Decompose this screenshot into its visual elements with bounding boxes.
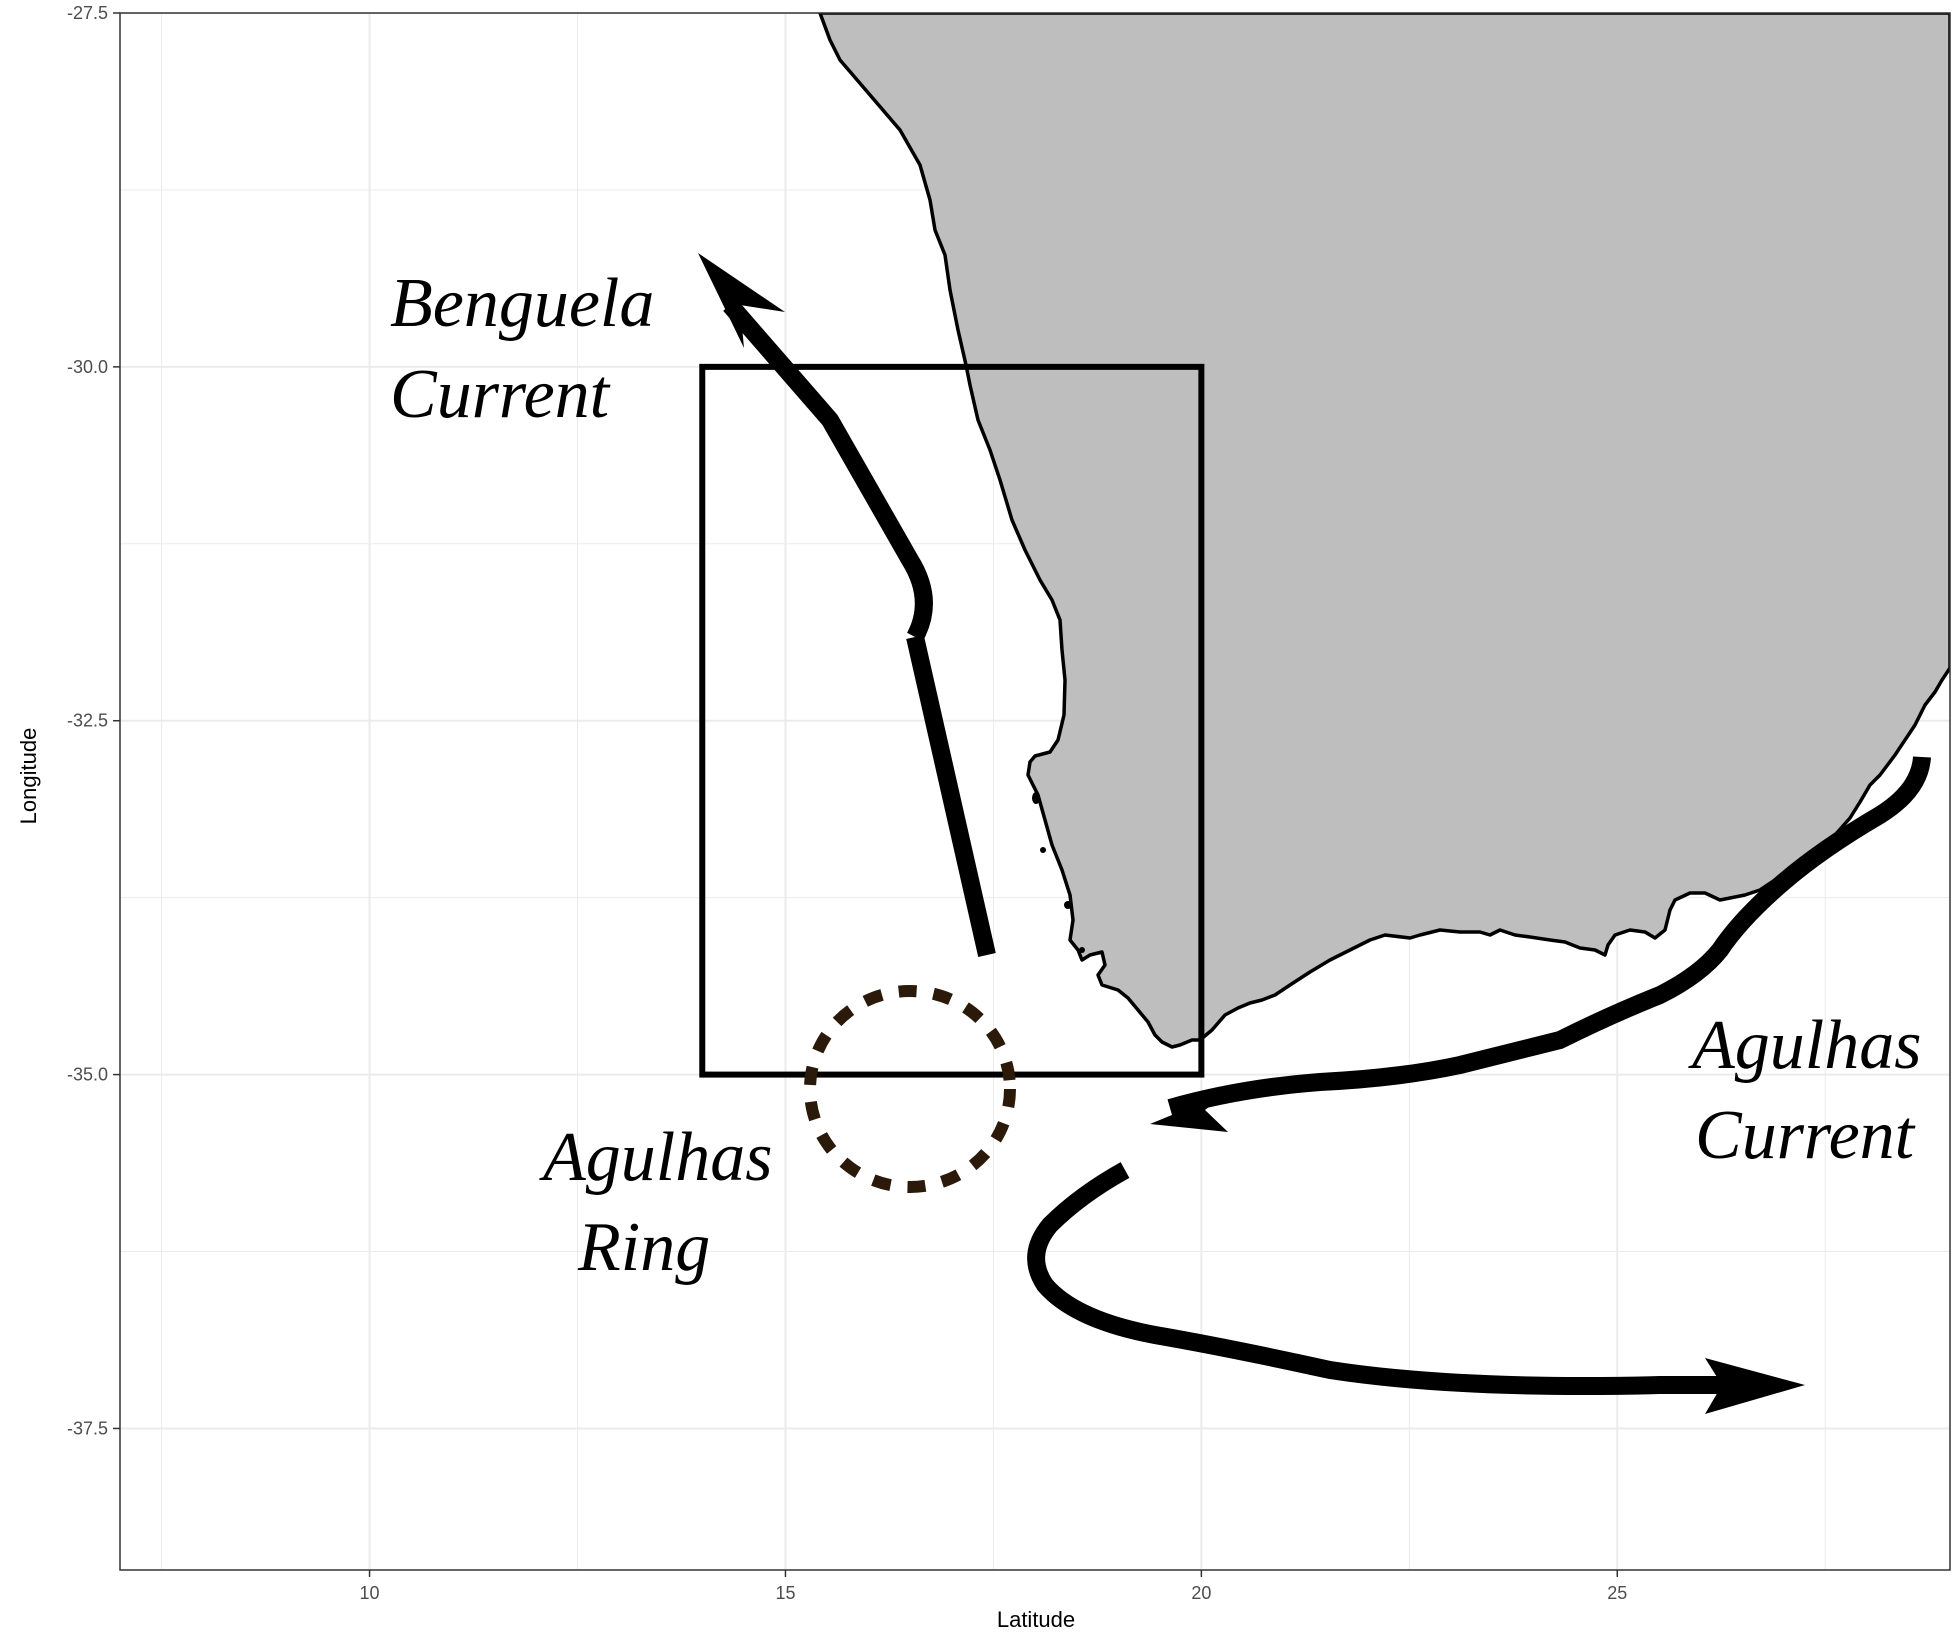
x-axis-title: Latitude: [997, 1607, 1075, 1632]
agulhas-return-arrowhead: [1705, 1358, 1805, 1414]
agulhas-current-arrow: [1150, 755, 1931, 1132]
x-tick-label: 25: [1607, 1583, 1627, 1603]
plot-border: [119, 12, 1951, 1571]
y-tick-label: -37.5: [67, 1418, 108, 1438]
y-tick-label: -35.0: [67, 1065, 108, 1085]
axes: 10 15 20 25 -27.5 -30.0 -32.5 -35.0 -37.5: [67, 3, 1627, 1603]
island: [1079, 947, 1085, 953]
island: [1040, 847, 1046, 853]
y-axis-title: Longitude: [16, 728, 41, 825]
island: [1064, 901, 1072, 909]
agulhas-ring: [804, 985, 1016, 1193]
study-area-box: [699, 363, 1205, 1078]
land-southern-africa: [818, 13, 1950, 1049]
agulhas-westward-arrowhead: [1150, 1092, 1228, 1132]
y-tick-label: -30.0: [67, 357, 108, 377]
agulhas-current-label-line1: Agulhas: [1688, 1007, 1921, 1084]
agulhas-ring-label-line2: Ring: [577, 1209, 710, 1286]
agulhas-ring-label-line1: Agulhas: [539, 1119, 772, 1196]
benguela-current-arrow: [698, 253, 996, 957]
benguela-arrowhead: [698, 253, 785, 348]
benguela-label-line1: Benguela: [390, 265, 654, 342]
x-tick-label: 20: [1191, 1583, 1211, 1603]
y-tick-label: -27.5: [67, 3, 108, 23]
island: [1032, 792, 1040, 804]
agulhas-return-arrow: [1027, 1162, 1805, 1414]
x-tick-label: 10: [360, 1583, 380, 1603]
benguela-label-line2: Current: [390, 356, 611, 433]
y-tick-label: -32.5: [67, 711, 108, 731]
agulhas-current-label-line2: Current: [1695, 1097, 1916, 1174]
x-tick-label: 15: [775, 1583, 795, 1603]
